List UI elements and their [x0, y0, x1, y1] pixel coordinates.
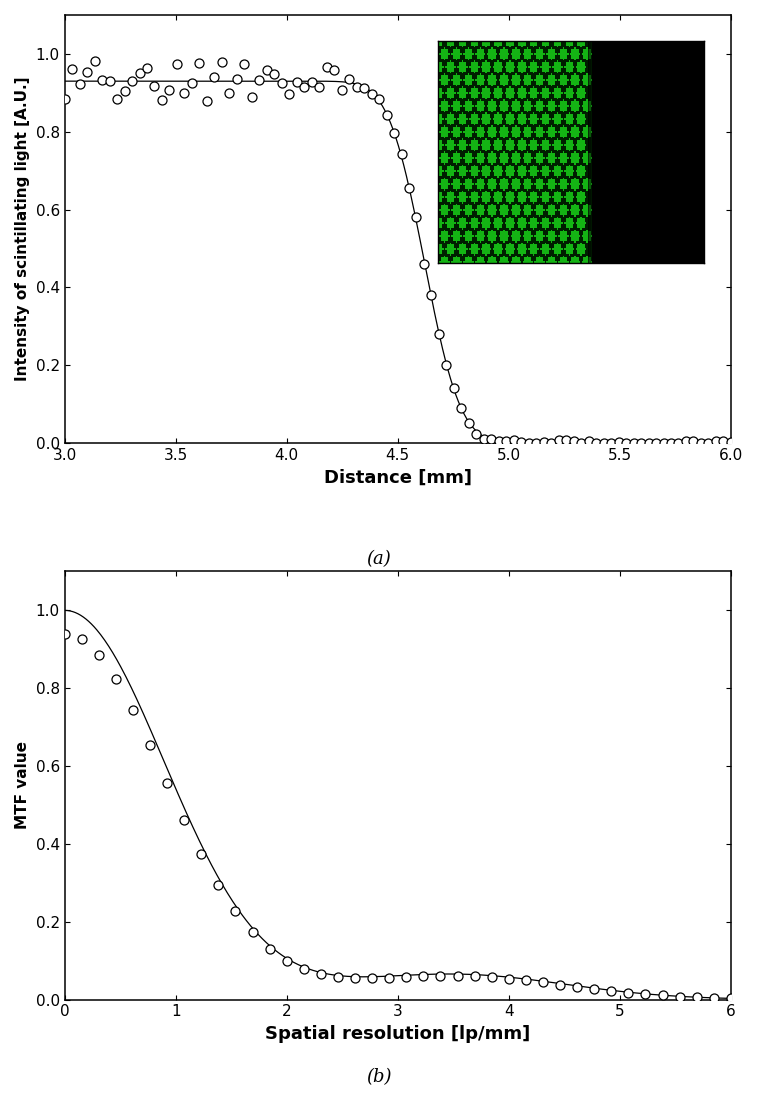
X-axis label: Spatial resolution [lp/mm]: Spatial resolution [lp/mm]: [265, 1025, 531, 1042]
Y-axis label: Intensity of scintillating light [A.U.]: Intensity of scintillating light [A.U.]: [15, 77, 30, 381]
X-axis label: Distance [mm]: Distance [mm]: [324, 468, 471, 486]
Text: (b): (b): [366, 1068, 392, 1087]
Text: (a): (a): [367, 550, 391, 569]
Y-axis label: MTF value: MTF value: [15, 742, 30, 830]
